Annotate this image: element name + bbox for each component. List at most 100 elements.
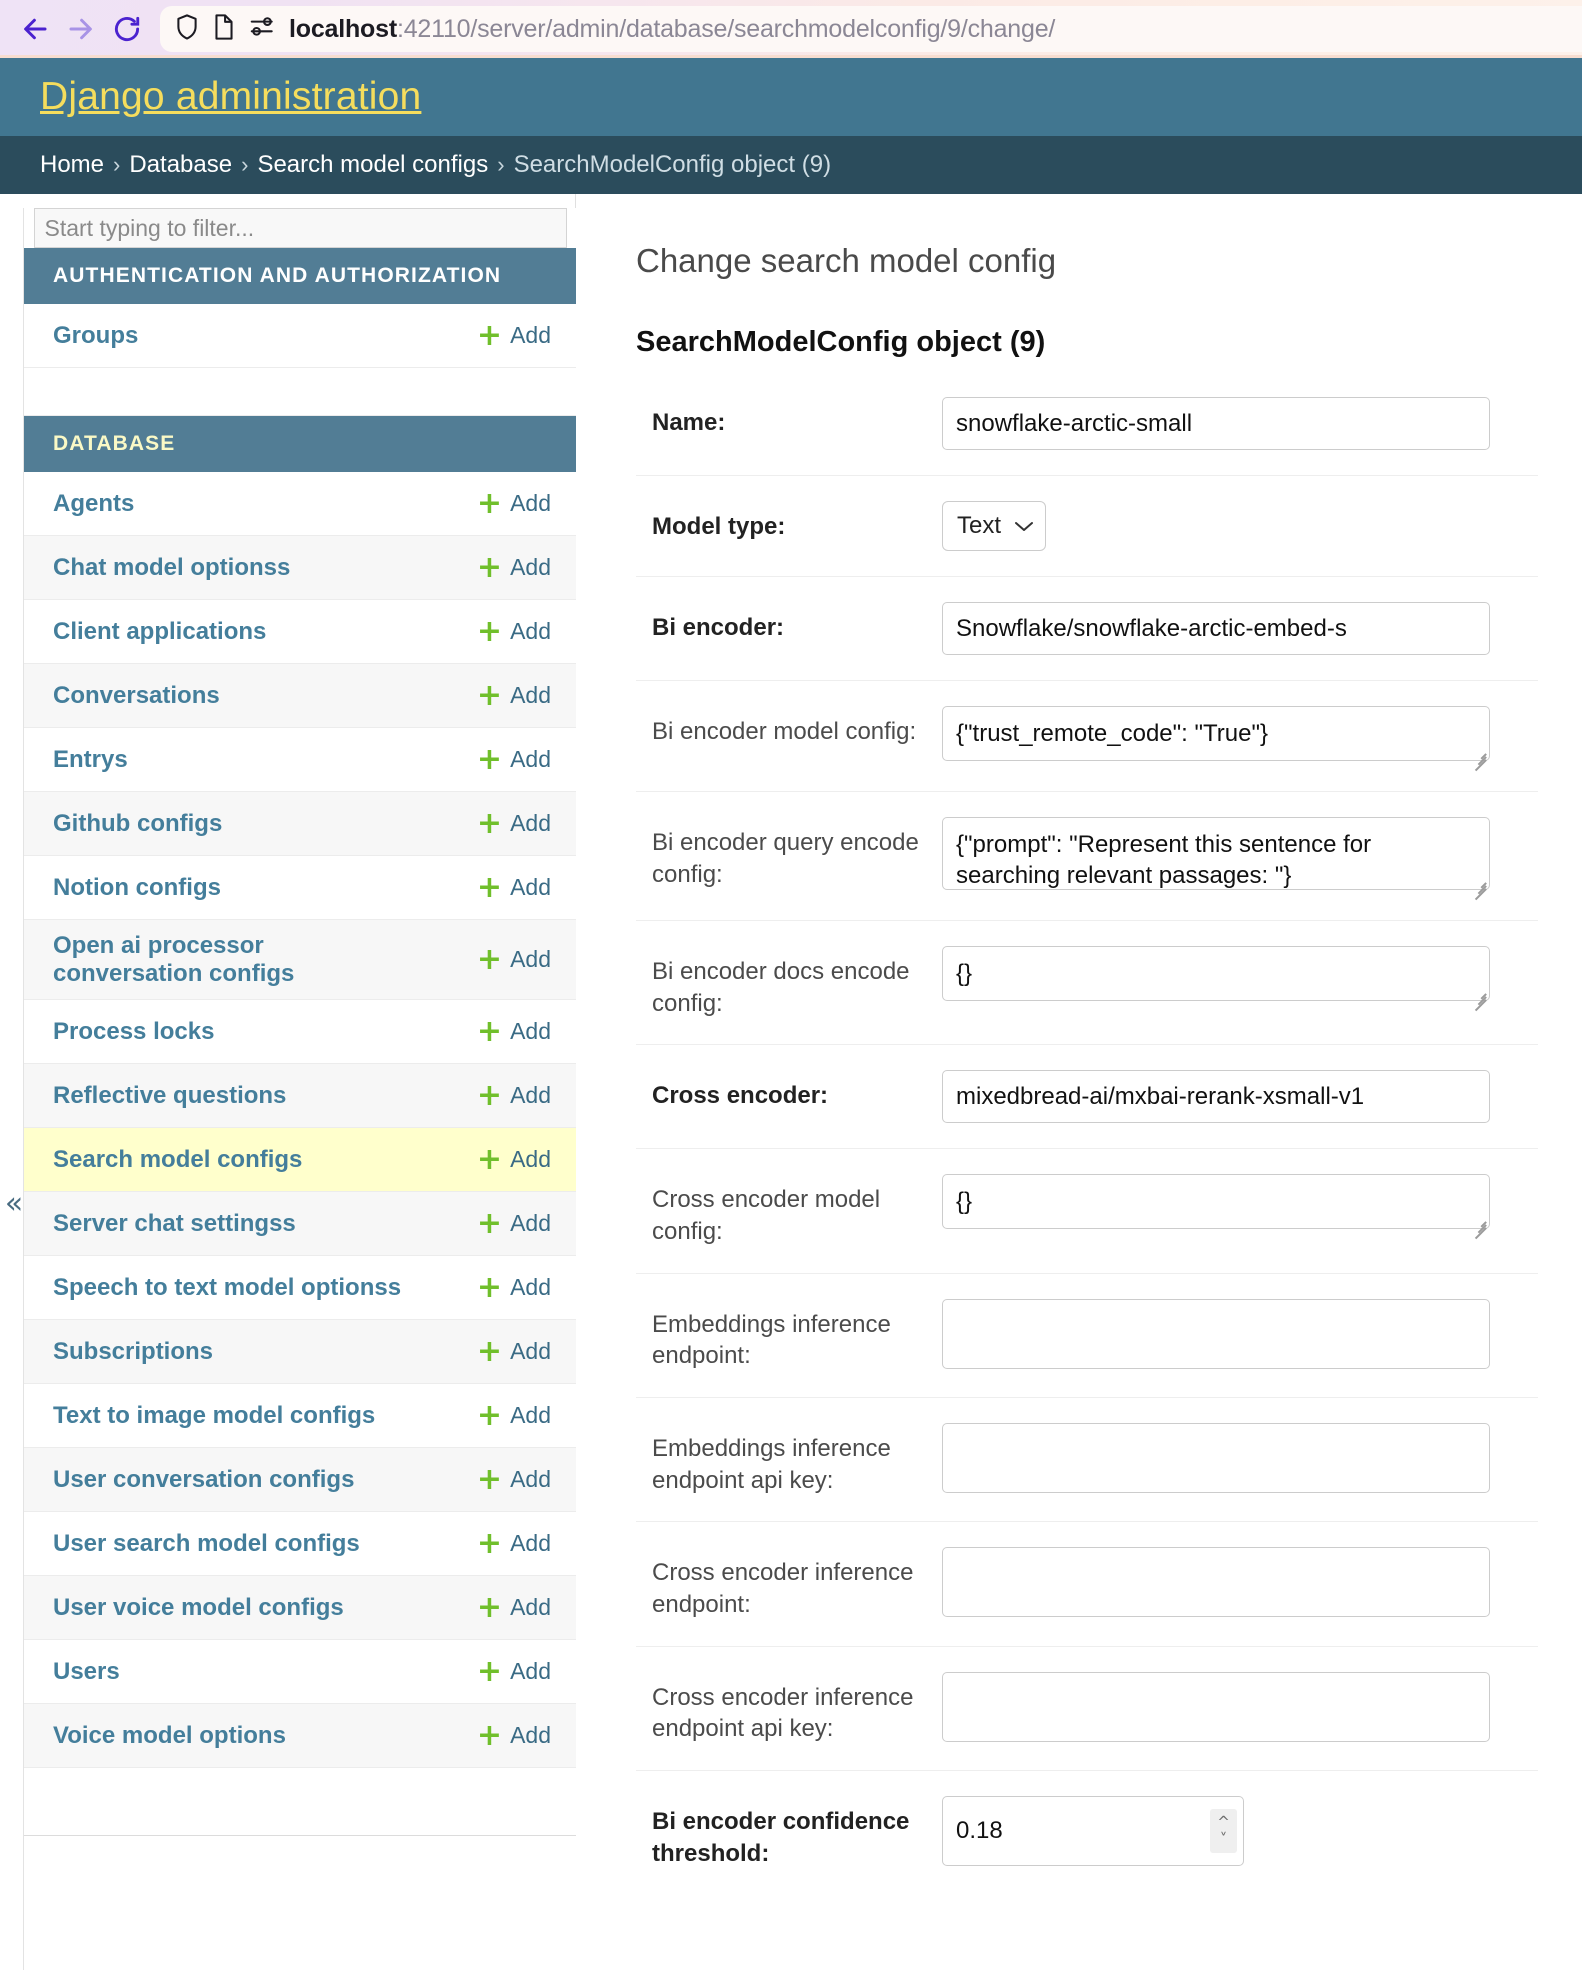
sidebar-item-server-chat-settingss[interactable]: Server chat settingss <box>53 1209 296 1237</box>
cross-encoder-inference-endpoint-input[interactable] <box>942 1547 1490 1618</box>
address-bar[interactable]: localhost:42110/server/admin/database/se… <box>160 6 1582 52</box>
sidebar-model-row[interactable]: Entrys + Add <box>24 728 576 792</box>
add-link[interactable]: + Add <box>477 1720 551 1750</box>
sidebar-model-row[interactable]: Voice model options + Add <box>24 1704 576 1769</box>
sidebar-item-user-conversation-configs[interactable]: User conversation configs <box>53 1465 355 1493</box>
sidebar-item-github-configs[interactable]: Github configs <box>53 809 223 837</box>
add-link[interactable]: + Add <box>477 616 551 646</box>
sidebar-app-header-1[interactable]: AUTHENTICATION AND AUTHORIZATION <box>24 248 576 304</box>
sidebar-model-row[interactable]: Server chat settingss + Add <box>24 1192 576 1257</box>
sidebar-model-row[interactable]: Subscriptions + Add <box>24 1320 576 1385</box>
sidebar-model-row[interactable]: Chat model optionss + Add <box>24 536 576 600</box>
sidebar-item-speech-to-text-model-optionss[interactable]: Speech to text model optionss <box>53 1273 402 1301</box>
bi-encoder-input[interactable] <box>942 602 1490 655</box>
sidebar-model-row[interactable]: Notion configs + Add <box>24 856 576 920</box>
breadcrumb-item-1[interactable]: Home <box>40 151 105 178</box>
sidebar-item-search-model-configs[interactable]: Search model configs <box>53 1145 303 1173</box>
number-stepper[interactable]: ^ ˅ <box>1210 1809 1237 1854</box>
page-icon[interactable] <box>213 13 235 46</box>
bi-encoder-model-config-textarea[interactable] <box>942 706 1490 761</box>
shield-icon[interactable] <box>174 13 200 46</box>
site-permissions-icon[interactable] <box>248 13 276 46</box>
model-type-select[interactable]: Text <box>942 501 1047 551</box>
chevron-down-icon[interactable]: ˅ <box>1219 1830 1228 1849</box>
sidebar-item-agents[interactable]: Agents <box>53 489 135 517</box>
add-link[interactable]: + Add <box>477 552 551 582</box>
sidebar-model-row[interactable]: Open ai processor conversation configs + A… <box>24 920 576 1001</box>
cross-encoder-model-config-textarea[interactable] <box>942 1174 1490 1230</box>
sidebar-app-header-2[interactable]: DATABASE <box>24 416 576 472</box>
bi-encoder-query-encode-config-textarea[interactable] <box>942 817 1490 890</box>
back-button[interactable] <box>12 6 58 52</box>
add-label: Add <box>510 1146 551 1173</box>
sidebar-model-row[interactable]: Users + Add <box>24 1640 576 1705</box>
sidebar-item-client-applications[interactable]: Client applications <box>53 617 267 645</box>
add-link[interactable]: + Add <box>477 320 551 350</box>
bi-encoder-docs-encode-config-textarea[interactable] <box>942 946 1490 1001</box>
sidebar-item-users[interactable]: Users <box>53 1657 120 1685</box>
add-link[interactable]: + Add <box>477 680 551 710</box>
sidebar-model-row[interactable]: User voice model configs + Add <box>24 1576 576 1641</box>
add-link[interactable]: + Add <box>477 1336 551 1366</box>
embeddings-inference-endpoint-input[interactable] <box>942 1298 1490 1369</box>
sidebar-item-reflective-questions[interactable]: Reflective questions <box>53 1081 287 1109</box>
add-link[interactable]: + Add <box>477 1208 551 1238</box>
add-link[interactable]: + Add <box>477 1528 551 1558</box>
field-label: Embeddings inference endpoint: <box>652 1310 891 1370</box>
sidebar-item-conversations[interactable]: Conversations <box>53 681 220 709</box>
add-link[interactable]: + Add <box>477 488 551 518</box>
name-input[interactable] <box>942 397 1490 450</box>
add-link[interactable]: + Add <box>477 1464 551 1494</box>
sidebar-model-row[interactable]: Speech to text model optionss + Add <box>24 1256 576 1321</box>
bi-encoder-confidence-threshold-number-input[interactable]: 0.18 ^ ˅ <box>942 1796 1244 1867</box>
add-link[interactable]: + Add <box>476 1589 551 1625</box>
sidebar-model-row[interactable]: Text to image model configs + Add <box>24 1384 576 1449</box>
forward-button[interactable] <box>58 6 104 52</box>
sidebar-model-row[interactable]: User search model configs + Add <box>24 1512 576 1577</box>
breadcrumb-item-3[interactable]: Search model configs <box>257 151 489 178</box>
add-link[interactable]: + Add <box>477 872 551 902</box>
reload-button[interactable] <box>104 6 150 52</box>
sidebar-model-row[interactable]: User conversation configs + Add <box>24 1448 576 1513</box>
sidebar-item-subscriptions[interactable]: Subscriptions <box>53 1337 214 1365</box>
breadcrumb-separator: › <box>497 152 505 177</box>
sidebar-model-row[interactable]: Groups + Add <box>24 304 576 368</box>
site-header: Django administration <box>0 58 1582 136</box>
add-link[interactable]: + Add <box>477 808 551 838</box>
sidebar-item-entrys[interactable]: Entrys <box>53 745 128 773</box>
sidebar-item-open-ai-processor-conversation-configs[interactable]: Open ai processor conversation configs <box>53 932 295 987</box>
add-link[interactable]: + Add <box>477 1080 551 1110</box>
sidebar-model-row[interactable]: Client applications + Add <box>24 600 576 664</box>
sidebar-model-row[interactable]: Agents + Add <box>24 472 576 536</box>
sidebar-item-voice-model-options[interactable]: Voice model options <box>53 1721 286 1749</box>
add-link[interactable]: + Add <box>477 1400 551 1430</box>
add-link[interactable]: + Add <box>477 1272 551 1302</box>
add-link[interactable]: + Add <box>477 944 551 974</box>
sidebar-item-groups[interactable]: Groups <box>53 321 139 349</box>
sidebar-item-notion-configs[interactable]: Notion configs <box>53 873 221 901</box>
form-row-embeddings-inference-endpoint-api-key: Embeddings inference endpoint api key: <box>636 1397 1538 1521</box>
cross-encoder-input[interactable] <box>942 1070 1490 1124</box>
sidebar-model-row[interactable]: Process locks + Add <box>24 1000 576 1065</box>
sidebar-model-row[interactable]: Reflective questions + Add <box>24 1064 576 1129</box>
breadcrumb-item-2[interactable]: Database <box>129 151 233 178</box>
sidebar-item-text-to-image-model-configs[interactable]: Text to image model configs <box>53 1401 376 1429</box>
sidebar-item-chat-model-optionss[interactable]: Chat model optionss <box>53 553 291 581</box>
sidebar-model-row[interactable]: Conversations + Add <box>24 664 576 728</box>
sidebar-collapse-toggle[interactable]: « <box>2 1184 26 1224</box>
chevron-up-icon[interactable]: ^ <box>1217 1813 1230 1832</box>
sidebar-filter-input[interactable] <box>33 208 567 248</box>
plus-icon: + <box>476 1589 503 1625</box>
sidebar-item-user-search-model-configs[interactable]: User search model configs <box>53 1529 360 1557</box>
add-link[interactable]: + Add <box>477 744 551 774</box>
add-link[interactable]: + Add <box>477 1016 551 1046</box>
sidebar-model-row[interactable]: Search model configs + Add <box>24 1128 576 1193</box>
sidebar-item-process-locks[interactable]: Process locks <box>53 1017 215 1045</box>
sidebar-item-user-voice-model-configs[interactable]: User voice model configs <box>53 1593 344 1621</box>
add-link[interactable]: + Add <box>477 1144 551 1174</box>
embeddings-inference-endpoint-api-key-input[interactable] <box>942 1423 1490 1494</box>
site-title[interactable]: Django administration <box>40 75 422 118</box>
cross-encoder-inference-endpoint-api-key-input[interactable] <box>942 1671 1490 1742</box>
sidebar-model-row[interactable]: Github configs + Add <box>24 792 576 856</box>
add-link[interactable]: + Add <box>477 1656 551 1686</box>
